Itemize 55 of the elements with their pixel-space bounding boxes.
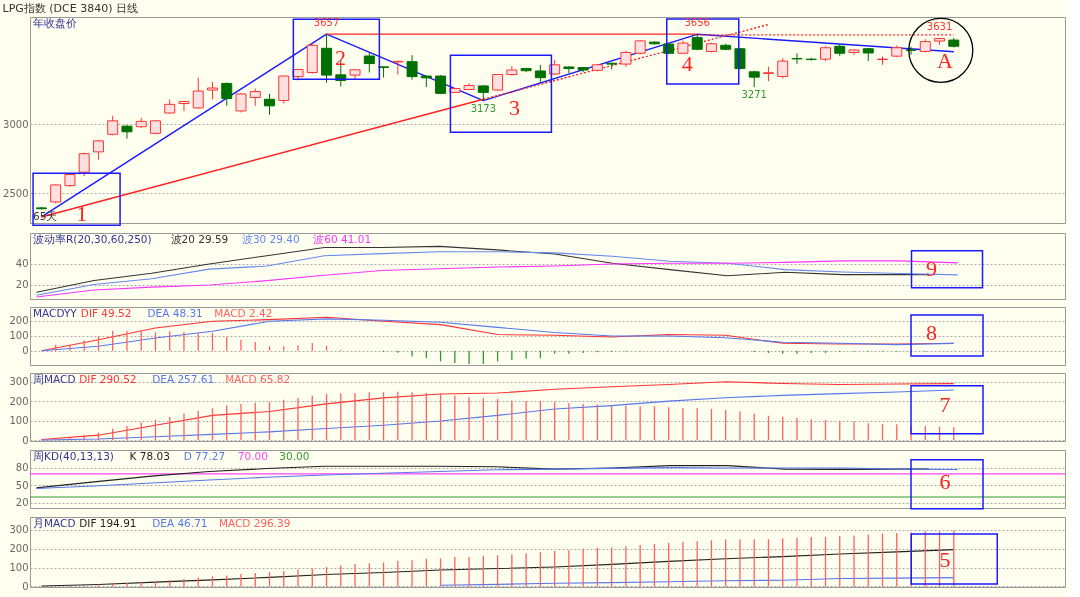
y-tick-label: 100 [9, 562, 29, 574]
annotation: 3173 [470, 102, 497, 114]
ref-line-label: 70.00 [237, 450, 268, 462]
ref-line-label: 30.00 [279, 450, 310, 462]
y-tick-label: 2500 [3, 187, 29, 199]
series-label: DEA 48.31 [147, 307, 203, 319]
y-tick-label: 20 [15, 279, 29, 291]
y-tick-label: 200 [9, 315, 29, 327]
annotation: 5 [939, 547, 951, 573]
series-label: 波30 29.40 [241, 233, 300, 245]
series-label: DIF 49.52 [80, 307, 132, 319]
annotation: A [936, 47, 953, 73]
y-tick-label: 0 [22, 434, 29, 446]
y-tick-label: 3000 [3, 118, 29, 130]
text: DIF 290.52 [79, 373, 137, 385]
annotation: 6 [939, 468, 951, 494]
text: DEA 46.71 [152, 517, 208, 529]
series-label: K 78.03 [129, 450, 170, 462]
text: MACD 296.39 [218, 517, 291, 529]
y-tick-label: 300 [9, 524, 29, 536]
y-tick-label: 300 [9, 376, 29, 388]
chart-title: 波动率R(20,30,60,250) [33, 233, 152, 245]
y-tick-label: 100 [9, 330, 29, 342]
y-tick-label: 80 [15, 462, 29, 474]
y-tick-label: 0 [22, 580, 29, 592]
chart-title: MACDYY [33, 307, 78, 319]
annotation: 3631 [926, 20, 953, 32]
chart-title: 周KD(40,13,13) [33, 450, 114, 462]
text: 波60 41.01 [313, 233, 372, 245]
y-tick-label: 200 [9, 395, 29, 407]
y-tick-label: 50 [15, 479, 29, 491]
y-tick-label: 20 [15, 497, 29, 509]
annotation: 2 [335, 45, 346, 71]
annotation: 8 [925, 319, 937, 345]
y-tick-label: 40 [15, 258, 29, 270]
text: DIF 194.91 [79, 517, 137, 529]
text: DEA 257.61 [152, 373, 215, 385]
annotation: 3656 [684, 17, 710, 29]
annotation: 3271 [741, 89, 767, 101]
series-label: 波20 29.59 [170, 233, 229, 245]
annotation: 1 [76, 201, 88, 227]
series-label: MACD 65.82 [225, 373, 291, 385]
chart-title: 周MACD [33, 373, 76, 385]
series-label: MACD 2.42 [214, 307, 273, 319]
y-tick-label: 0 [22, 345, 29, 357]
y-tick-label: 100 [9, 415, 29, 427]
chart-title: 月MACD [33, 517, 76, 529]
annotation: 3657 [313, 17, 340, 29]
annotation: 年收盘价 [33, 17, 77, 29]
annotation: 7 [939, 391, 951, 417]
annotation: 4 [681, 51, 693, 77]
annotation: 3 [508, 95, 520, 121]
chart-title: LPG指数 (DCE 3840) 日线 [2, 1, 139, 15]
series-label: D 77.27 [183, 450, 226, 462]
y-tick-label: 200 [9, 543, 29, 555]
